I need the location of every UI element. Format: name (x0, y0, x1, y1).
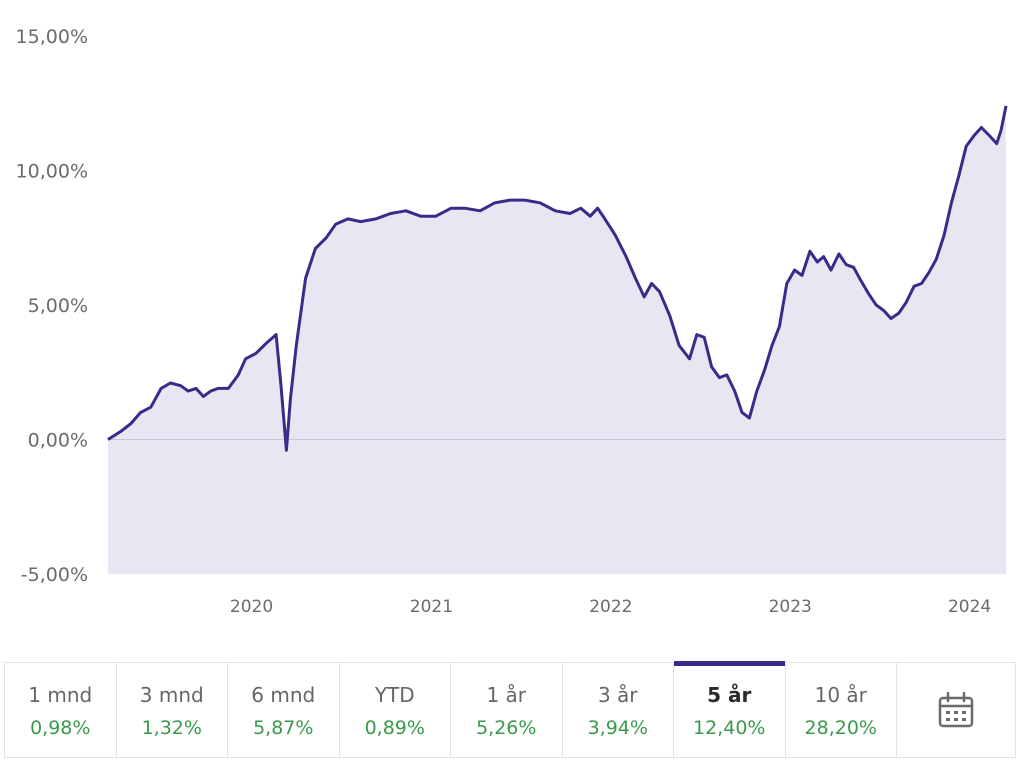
tab-1-ar[interactable]: 1 år 5,26% (451, 663, 563, 757)
calendar-icon (938, 691, 974, 728)
x-tick-label: 2024 (948, 597, 991, 617)
period-label: 1 mnd (28, 683, 93, 707)
performance-area (108, 105, 1006, 575)
tab-3-mnd[interactable]: 3 mnd 1,32% (117, 663, 228, 757)
period-return: 5,26% (476, 717, 537, 739)
tab-1-mnd[interactable]: 1 mnd 0,98% (5, 663, 117, 757)
tab-5-ar[interactable]: 5 år 12,40% (674, 661, 786, 757)
period-label: 5 år (707, 683, 752, 707)
period-label: 1 år (486, 683, 527, 707)
period-return: 0,98% (30, 717, 91, 739)
period-return: 28,20% (804, 717, 877, 739)
y-axis: 15,00% 10,00% 5,00% 0,00% -5,00% (16, 26, 88, 586)
performance-line (107, 105, 1008, 452)
x-tick-label: 2021 (410, 597, 453, 617)
y-tick-label: 0,00% (28, 430, 88, 452)
period-return: 12,40% (693, 717, 766, 739)
calendar-button[interactable] (897, 663, 1015, 757)
period-label: 3 mnd (139, 683, 204, 707)
period-return: 3,94% (587, 717, 648, 739)
period-label: 6 mnd (251, 683, 316, 707)
y-tick-label: -5,00% (21, 564, 88, 586)
period-tabs: 1 mnd 0,98% 3 mnd 1,32% 6 mnd 5,87% YTD … (4, 661, 1016, 758)
period-return: 5,87% (253, 717, 314, 739)
x-tick-label: 2022 (589, 597, 632, 617)
period-return: 0,89% (364, 717, 425, 739)
tab-6-mnd[interactable]: 6 mnd 5,87% (228, 663, 340, 757)
period-label: 10 år (814, 683, 867, 707)
x-tick-label: 2020 (230, 597, 273, 617)
tab-3-ar[interactable]: 3 år 3,94% (563, 663, 674, 757)
y-tick-label: 5,00% (28, 295, 88, 317)
performance-chart: 15,00%10,00%5,00%0,00%-5,00% 2020 2021 202… (16, 26, 1008, 617)
period-label: 3 år (597, 683, 638, 707)
y-tick-label: 10,00% (16, 161, 88, 183)
tab-10-ar[interactable]: 10 år 28,20% (786, 663, 897, 757)
period-label: YTD (374, 683, 415, 707)
period-return: 1,32% (141, 717, 202, 739)
tab-ytd[interactable]: YTD 0,89% (340, 663, 451, 757)
x-axis: 2020 2021 2022 2023 2024 (230, 597, 991, 617)
x-tick-label: 2023 (769, 597, 812, 617)
y-tick-label: 15,00% (16, 26, 88, 48)
